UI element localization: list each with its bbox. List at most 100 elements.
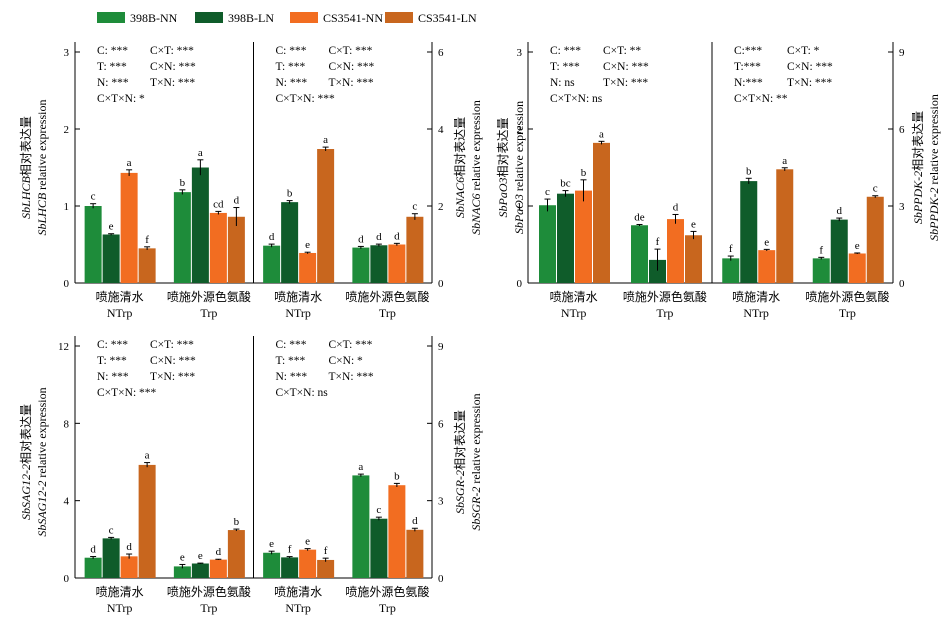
gene-name: SbSGR-2 xyxy=(469,487,483,531)
legend-label-398b-nn: 398B-NN xyxy=(130,11,178,25)
bar-right-g0-cs3541-ln xyxy=(317,149,335,283)
sig-letter: e xyxy=(305,536,310,548)
group-label: NTrp xyxy=(285,306,311,320)
ylabel-en: relative expression xyxy=(927,94,941,187)
left-axis-title-cn: SbPaO3相对表达量 xyxy=(496,117,510,217)
group-label: NTrp xyxy=(107,601,133,615)
gene-name: SbSAG12-2 xyxy=(19,464,33,520)
stat-right-3-a: C×T×N: *** xyxy=(276,93,336,105)
bar-left-g1-cs3541-ln xyxy=(227,530,245,578)
sig-letter: d xyxy=(394,230,400,242)
legend: 398B-NN 398B-LN CS3541-NN CS3541-LN xyxy=(97,11,477,25)
stat-right-2-a: N: *** xyxy=(276,371,308,383)
sig-letter: c xyxy=(412,201,417,213)
stat-right-2-b: T×N: *** xyxy=(787,77,832,89)
stat-right-3-a: C×T×N: ns xyxy=(276,387,329,399)
bar-right-g1-398b-ln xyxy=(370,245,388,283)
sig-letter: a xyxy=(358,461,363,473)
sig-letter: c xyxy=(873,183,878,195)
sig-letter: d xyxy=(837,205,843,217)
bar-right-g0-398b-nn xyxy=(263,552,281,578)
gene-name: SbPPDK-2 xyxy=(911,171,925,224)
sig-letter: e xyxy=(109,221,114,233)
bar-left-g1-398b-ln xyxy=(191,167,209,283)
panel-p1: 0 1 2 3 0 2 4 6 C: *** C×T: *** T: *** C×N: *** N: *… xyxy=(19,42,483,320)
bar-right-g0-398b-ln xyxy=(281,202,299,283)
group-label-cn: 喷施外源色氨酸 xyxy=(167,584,251,599)
stat-right-0-a: C:*** xyxy=(734,45,762,57)
sig-letter: e xyxy=(691,218,696,230)
group-label: Trp xyxy=(200,306,217,320)
bar-right-g1-398b-nn xyxy=(352,475,370,578)
sig-letter: de xyxy=(634,211,645,223)
group-label: NTrp xyxy=(285,601,311,615)
sig-letter: d xyxy=(358,233,364,245)
group-label: Trp xyxy=(839,306,856,320)
stat-right-3-a: C×T×N: ** xyxy=(734,93,788,105)
sig-letter: f xyxy=(819,244,823,256)
right-axis-title-cn: SbNAC6相对表达量 xyxy=(453,117,467,218)
bar-right-g1-398b-ln xyxy=(830,219,848,283)
group-label-cn: 喷施外源色氨酸 xyxy=(345,584,429,599)
ylabel-cn: 相对表达量 xyxy=(911,111,925,171)
stat-left-2-b: T×N: *** xyxy=(150,77,195,89)
stat-left-1-b: C×N: *** xyxy=(150,61,196,73)
bar-left-g0-cs3541-ln xyxy=(138,248,156,283)
right-tick-label: 4 xyxy=(438,124,444,136)
ylabel-cn: 相对表达量 xyxy=(496,117,510,177)
stat-left-3-a: C×T×N: *** xyxy=(97,387,157,399)
sig-letter: d xyxy=(126,541,132,553)
stat-right-0-a: C: *** xyxy=(276,45,307,57)
left-tick-label: 3 xyxy=(64,47,70,59)
sig-letter: bc xyxy=(560,178,571,190)
bar-right-g1-cs3541-ln xyxy=(406,529,424,578)
bar-right-g1-cs3541-ln xyxy=(866,196,884,283)
group-label-cn: 喷施外源色氨酸 xyxy=(345,289,429,304)
stat-left-1-a: T: *** xyxy=(97,355,127,367)
panel-p2: 0 1 2 3 0 3 6 9 C: *** C×T: ** T: *** C×N: *** N: ns… xyxy=(496,42,941,320)
bar-left-g0-cs3541-nn xyxy=(575,190,592,283)
ylabel-cn: 相对表达量 xyxy=(453,117,467,177)
left-axis-title-en: SbPaO3 relative expression xyxy=(512,101,526,234)
stat-left-0-b: C×T: ** xyxy=(603,45,641,57)
stat-left-1-a: T: *** xyxy=(97,61,127,73)
sig-letter: cd xyxy=(213,198,224,210)
left-tick-label: 0 xyxy=(64,278,70,290)
bar-right-g0-cs3541-nn xyxy=(299,549,317,578)
stat-left-0-a: C: *** xyxy=(97,339,128,351)
legend-swatch-398b-ln xyxy=(195,12,223,23)
left-tick-label: 12 xyxy=(58,341,69,353)
left-tick-label: 8 xyxy=(64,418,70,430)
group-label: Trp xyxy=(379,306,396,320)
gene-name: SbPPDK-2 xyxy=(927,187,941,240)
sig-letter: f xyxy=(145,234,149,246)
sig-letter: f xyxy=(324,545,328,557)
sig-letter: b xyxy=(180,177,186,189)
right-tick-label: 9 xyxy=(899,47,905,59)
bar-right-g1-cs3541-nn xyxy=(388,485,406,578)
ylabel-en: relative expression xyxy=(469,100,483,193)
left-tick-label: 1 xyxy=(517,201,523,213)
stat-left-2-b: T×N: *** xyxy=(150,371,195,383)
gene-name: SbNAC6 xyxy=(453,177,467,218)
right-tick-label: 3 xyxy=(899,201,905,213)
group-label-cn: 喷施清水 xyxy=(274,585,322,599)
stat-right-1-b: C×N: * xyxy=(329,355,364,367)
sig-letter: c xyxy=(376,504,381,516)
sig-letter: e xyxy=(305,239,310,251)
right-tick-label: 6 xyxy=(438,47,444,59)
sig-letter: b xyxy=(581,167,587,179)
bar-right-g1-398b-ln xyxy=(370,518,388,578)
stat-right-0-b: C×T: *** xyxy=(329,45,373,57)
sig-letter: a xyxy=(127,157,132,169)
left-axis-title-en: SbLHCB relative expression xyxy=(35,100,49,236)
sig-letter: a xyxy=(198,147,203,159)
right-axis-title-cn: SbSGR-2相对表达量 xyxy=(453,410,467,514)
left-axis-title-en: SbSAG12-2 relative expression xyxy=(35,387,49,536)
sig-letter: a xyxy=(323,134,328,146)
